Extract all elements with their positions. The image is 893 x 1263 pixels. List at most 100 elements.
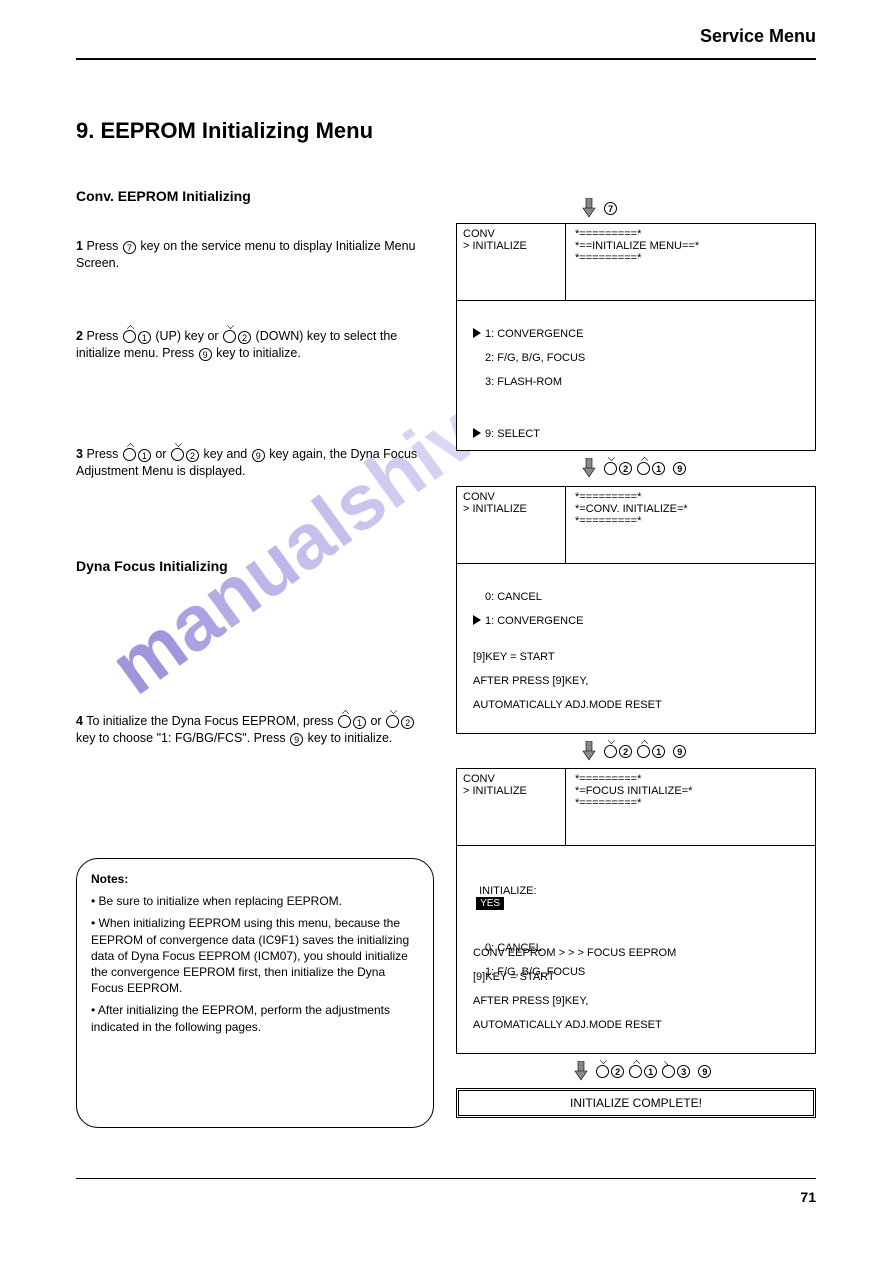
section-title: 9. EEPROM Initializing Menu — [76, 118, 373, 144]
key-2-icon: 2 — [238, 331, 251, 344]
key-2-icon: 2 — [611, 1065, 624, 1078]
step-text: Press — [86, 329, 121, 343]
key-9-icon: 9 — [199, 348, 212, 361]
step-text: key and — [203, 447, 250, 461]
panel-footer: CONV EEPROM > > > FOCUS EEPROM [9]KEY = … — [467, 931, 682, 1047]
panel-cell: *=========* *==INITIALIZE MENU==* *=====… — [569, 224, 705, 268]
panel-cell: CONV > INITIALIZE — [457, 224, 565, 256]
arrow-down-icon — [581, 741, 597, 761]
step-num: 3 — [76, 447, 83, 461]
up-circle-icon — [629, 1065, 642, 1078]
menu-item: 0: CANCEL — [473, 591, 583, 603]
inverse-value: YES — [476, 897, 504, 910]
cursor-icon — [473, 615, 481, 625]
note-line: • After initializing the EEPROM, perform… — [91, 1002, 419, 1034]
right-circle-icon — [662, 1065, 675, 1078]
up-circle-icon — [123, 330, 136, 343]
key-7-icon: 7 — [123, 241, 136, 254]
panel-cell: CONV > INITIALIZE — [457, 769, 565, 801]
step-num: 2 — [76, 329, 83, 343]
step-2: 2 Press 1 (UP) key or 2 (DOWN) key to se… — [76, 328, 432, 362]
panel-init-menu: CONV > INITIALIZE *=========* *==INITIAL… — [456, 223, 816, 451]
panel-line: [9]KEY = START — [473, 651, 662, 663]
menu-item: 3: FLASH-ROM — [473, 376, 585, 388]
cursor-icon — [473, 428, 481, 438]
step-text: or — [370, 714, 385, 728]
note-line: • Be sure to initialize when replacing E… — [91, 893, 419, 909]
panel-focus-init: CONV > INITIALIZE *=========* *=FOCUS IN… — [456, 768, 816, 1054]
up-circle-icon — [637, 462, 650, 475]
arrow-down-1: 7 — [581, 198, 618, 218]
arrow-down-icon — [581, 458, 597, 478]
heading-conv: Conv. EEPROM Initializing — [76, 188, 251, 204]
key-label-text: : SELECT — [491, 428, 540, 440]
complete-text: INITIALIZE COMPLETE! — [570, 1096, 702, 1110]
panel-footer: [9]KEY = START AFTER PRESS [9]KEY, AUTOM… — [467, 635, 668, 727]
down-circle-icon — [386, 715, 399, 728]
cursor-icon — [473, 328, 481, 338]
key-1-icon: 1 — [652, 462, 665, 475]
key-9-icon: 9 — [673, 462, 686, 475]
key-9-icon: 9 — [673, 745, 686, 758]
key-1-icon: 1 — [644, 1065, 657, 1078]
rule-top — [76, 58, 816, 60]
panel-line: [9]KEY = START — [473, 971, 676, 983]
panel-line: AFTER PRESS [9]KEY, — [473, 995, 676, 1007]
key-2-icon: 2 — [619, 745, 632, 758]
step-text: Press — [86, 239, 121, 253]
notes-title: Notes: — [91, 871, 419, 887]
panel-line: AUTOMATICALLY ADJ.MODE RESET — [473, 1019, 676, 1031]
rule-bottom — [76, 1178, 816, 1179]
note-line: • When initializing EEPROM using this me… — [91, 915, 419, 996]
arrow-down-2: 2 1 9 — [581, 458, 687, 478]
key-3-icon: 3 — [677, 1065, 690, 1078]
up-circle-icon — [637, 745, 650, 758]
panel-line: AUTOMATICALLY ADJ.MODE RESET — [473, 699, 662, 711]
key-1-icon: 1 — [138, 449, 151, 462]
down-circle-icon — [604, 462, 617, 475]
panel-footer: 9: SELECT — [467, 412, 546, 444]
panel-body: 1: CONVERGENCE 2: F/G, B/G, FOCUS 3: FLA… — [467, 312, 591, 404]
down-circle-icon — [171, 448, 184, 461]
step-1: 1 Press 7 key on the service menu to dis… — [76, 238, 432, 272]
step-3: 3 Press 1 or 2 key and 9 key again, the … — [76, 446, 432, 480]
heading-dyna: Dyna Focus Initializing — [76, 558, 228, 574]
key-9-icon: 9 — [290, 733, 303, 746]
key-1-icon: 1 — [652, 745, 665, 758]
down-circle-icon — [596, 1065, 609, 1078]
key-7-icon: 7 — [604, 202, 617, 215]
step-text: key to choose "1: FG/BG/FCS". Press — [76, 731, 289, 745]
key-1-icon: 1 — [353, 716, 366, 729]
key-9-icon: 9 — [252, 449, 265, 462]
down-circle-icon — [604, 745, 617, 758]
header-title: Service Menu — [700, 26, 816, 47]
key-2-icon: 2 — [186, 449, 199, 462]
step-num: 1 — [76, 239, 83, 253]
step-text: key to initialize. — [308, 731, 393, 745]
page-number: 71 — [800, 1189, 816, 1205]
up-circle-icon — [338, 715, 351, 728]
panel-line: AFTER PRESS [9]KEY, — [473, 675, 662, 687]
step-text: (UP) key or — [155, 329, 222, 343]
page: Service Menu 9. EEPROM Initializing Menu… — [76, 58, 816, 1203]
step-4: 4 To initialize the Dyna Focus EEPROM, p… — [76, 713, 432, 747]
panel-line: INITIALIZE: — [479, 885, 536, 897]
notes-box: Notes: • Be sure to initialize when repl… — [76, 858, 434, 1128]
panel-complete: INITIALIZE COMPLETE! — [456, 1088, 816, 1118]
step-text: Press — [86, 447, 121, 461]
step-text: key to initialize. — [216, 346, 301, 360]
key-2-icon: 2 — [619, 462, 632, 475]
step-text: To initialize the Dyna Focus EEPROM, pre… — [86, 714, 337, 728]
menu-item: 1: CONVERGENCE — [485, 615, 583, 627]
menu-item: 2: F/G, B/G, FOCUS — [473, 352, 585, 364]
arrow-down-3: 2 1 9 — [581, 741, 687, 761]
arrow-down-icon — [573, 1061, 589, 1081]
panel-conv-init: CONV > INITIALIZE *=========* *=CONV. IN… — [456, 486, 816, 734]
arrow-down-4: 2 1 3 9 — [573, 1061, 712, 1081]
panel-line: CONV EEPROM > > > FOCUS EEPROM — [473, 947, 676, 959]
panel-cell: *=========* *=FOCUS INITIALIZE=* *======… — [569, 769, 698, 813]
menu-item: 1: CONVERGENCE — [485, 328, 583, 340]
key-9-icon: 9 — [698, 1065, 711, 1078]
step-text: or — [155, 447, 170, 461]
key-1-icon: 1 — [138, 331, 151, 344]
